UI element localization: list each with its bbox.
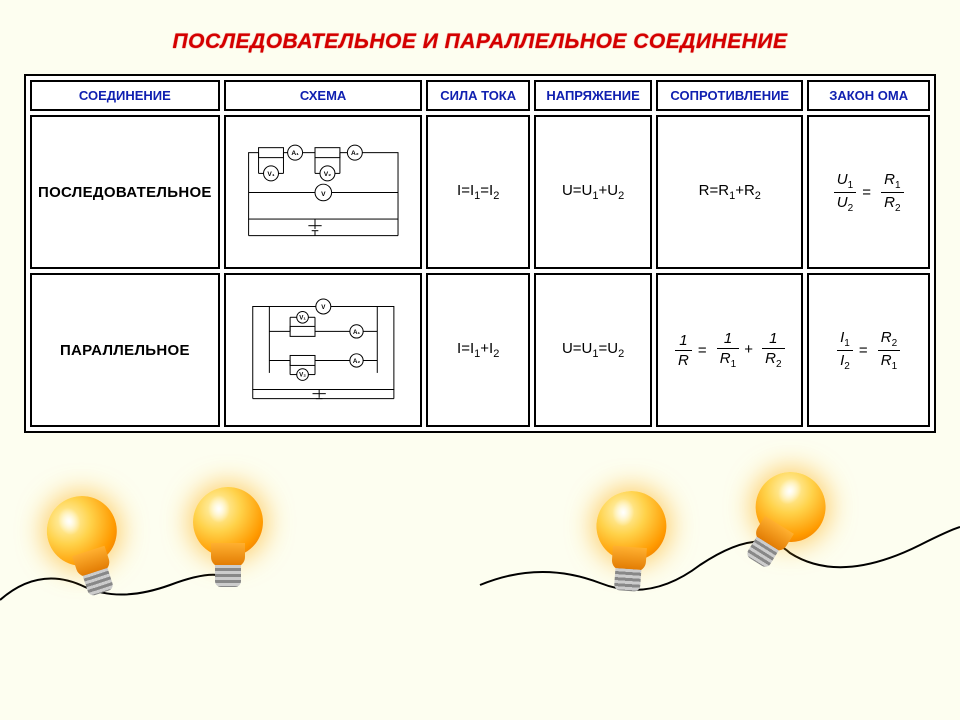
formula: I=I1+I2	[457, 340, 499, 357]
parallel-voltage: U=U1=U2	[534, 273, 652, 427]
svg-text:A₁: A₁	[353, 329, 360, 336]
fraction: 1 R	[675, 332, 692, 369]
svg-text:V₁: V₁	[299, 314, 306, 321]
col-ohm: ЗАКОН ОМА	[807, 80, 930, 111]
formula: I=I1=I2	[457, 182, 499, 199]
formula: U=U1=U2	[562, 340, 624, 357]
col-connection: СОЕДИНЕНИЕ	[30, 80, 220, 111]
fraction: 1 R2	[762, 330, 784, 370]
svg-text:V: V	[321, 191, 326, 198]
col-voltage: НАПРЯЖЕНИЕ	[534, 80, 652, 111]
parallel-current: I=I1+I2	[426, 273, 530, 427]
slide: ПОСЛЕДОВАТЕЛЬНОЕ И ПАРАЛЛЕЛЬНОЕ СОЕДИНЕН…	[0, 0, 960, 720]
parallel-circuit-icon: V V₁A₁ V₂A₂	[232, 283, 415, 413]
col-scheme: СХЕМА	[224, 80, 423, 111]
svg-text:A₁: A₁	[291, 150, 299, 157]
series-resistance: R=R1+R2	[656, 115, 803, 269]
svg-text:V₂: V₂	[299, 372, 306, 379]
formula: R=R1+R2	[699, 182, 761, 199]
parallel-ohm: I1 I2 = R2 R1	[807, 273, 930, 427]
row-parallel: ПАРАЛЛЕЛЬНОЕ	[30, 273, 930, 427]
row-series: ПОСЛЕДОВАТЕЛЬНОЕ	[30, 115, 930, 269]
parallel-label: ПАРАЛЛЕЛЬНОЕ	[30, 273, 220, 427]
svg-text:A₂: A₂	[353, 358, 360, 365]
fraction: R1 R2	[881, 171, 903, 214]
slide-title: ПОСЛЕДОВАТЕЛЬНОЕ И ПАРАЛЛЕЛЬНОЕ СОЕДИНЕН…	[0, 30, 960, 54]
col-current: СИЛА ТОКА	[426, 80, 530, 111]
svg-text:V₂: V₂	[324, 171, 331, 178]
bulb-strip	[0, 465, 960, 605]
series-scheme: A₁ A₂ V₁ V₂ V	[224, 115, 423, 269]
fraction: I1 I2	[837, 329, 853, 372]
bulb-icon	[188, 487, 268, 597]
svg-text:V₁: V₁	[267, 171, 274, 178]
series-current: I=I1=I2	[426, 115, 530, 269]
comparison-table: СОЕДИНЕНИЕ СХЕМА СИЛА ТОКА НАПРЯЖЕНИЕ СО…	[24, 74, 936, 433]
fraction: 1 R1	[717, 330, 739, 370]
series-ohm: U1 U2 = R1 R2	[807, 115, 930, 269]
parallel-scheme: V V₁A₁ V₂A₂	[224, 273, 423, 427]
bulb-icon	[586, 488, 673, 603]
fraction: R2 R1	[878, 329, 900, 372]
formula: U=U1+U2	[562, 182, 624, 199]
series-voltage: U=U1+U2	[534, 115, 652, 269]
svg-text:A₂: A₂	[351, 150, 359, 157]
series-label: ПОСЛЕДОВАТЕЛЬНОЕ	[30, 115, 220, 269]
header-row: СОЕДИНЕНИЕ СХЕМА СИЛА ТОКА НАПРЯЖЕНИЕ СО…	[30, 80, 930, 111]
parallel-resistance: 1 R = 1 R1 + 1 R2	[656, 273, 803, 427]
series-circuit-icon: A₁ A₂ V₁ V₂ V	[232, 125, 415, 255]
col-resistance: СОПРОТИВЛЕНИЕ	[656, 80, 803, 111]
fraction: U1 U2	[834, 171, 856, 214]
